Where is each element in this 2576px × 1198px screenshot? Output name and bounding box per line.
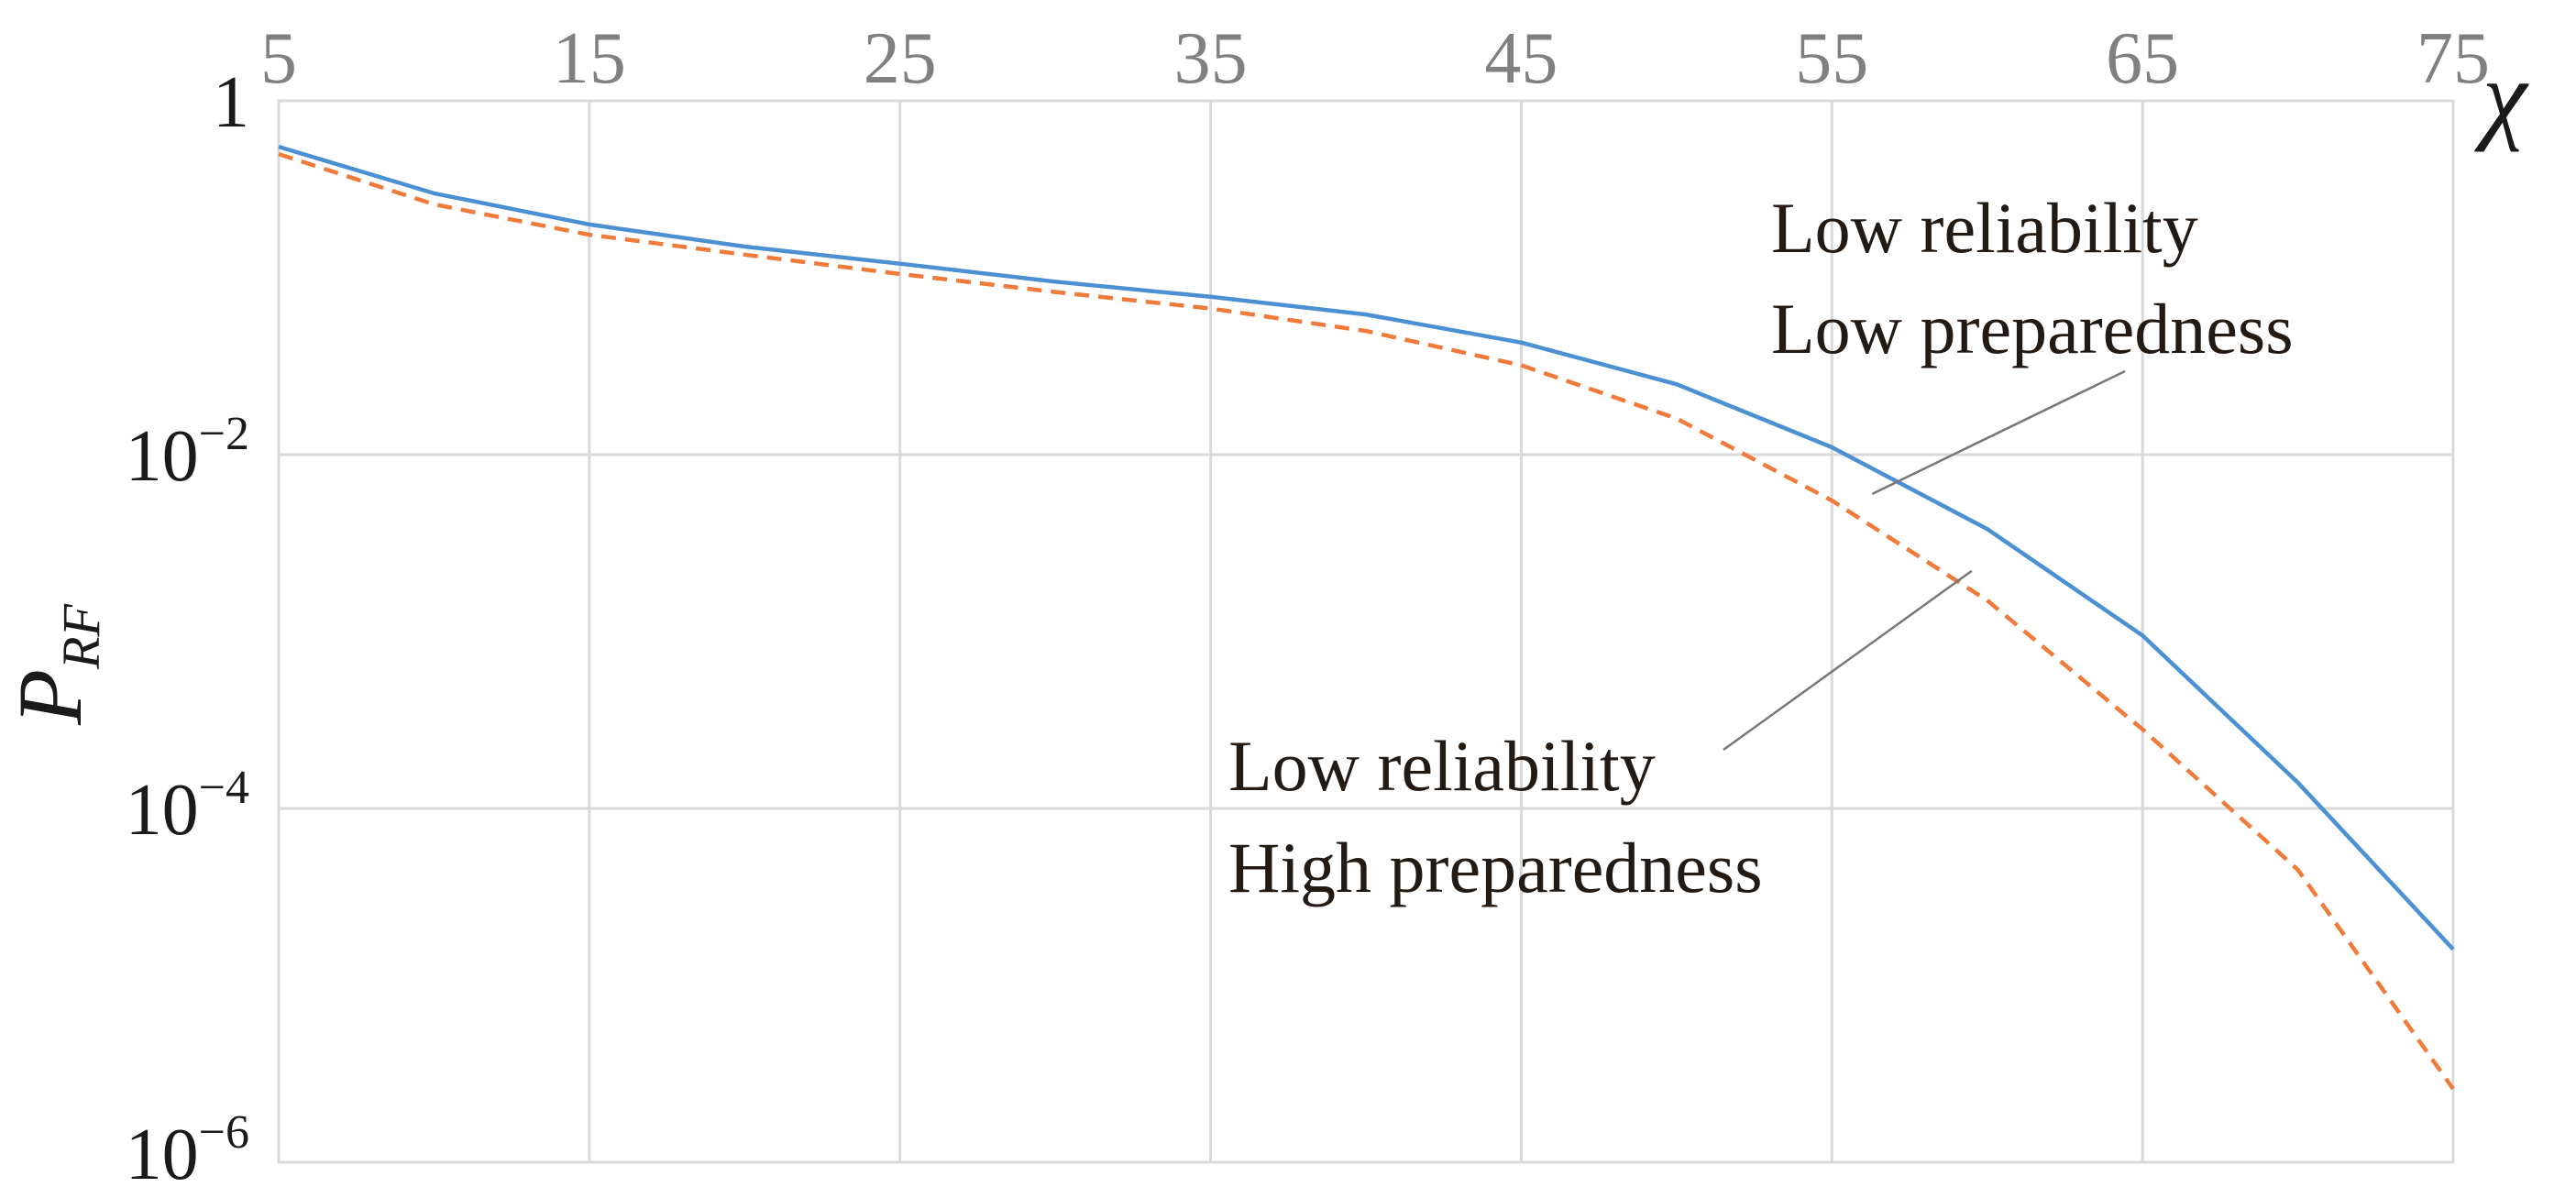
y-tick-label: 10−2 xyxy=(126,408,249,497)
series-layer xyxy=(278,144,2455,1091)
annotations: Low reliability Low preparedness Low rel… xyxy=(1228,188,2294,907)
x-tick-label: 5 xyxy=(260,18,297,99)
y-axis-title-main: P xyxy=(0,669,101,726)
x-tick-label: 55 xyxy=(1795,18,1868,99)
x-tick-label: 35 xyxy=(1174,18,1248,99)
y-tick-label: 1 xyxy=(213,62,249,143)
series-line-high-preparedness xyxy=(278,151,2455,1091)
plot-frame xyxy=(277,99,2455,1164)
x-tick-label: 65 xyxy=(2106,18,2179,99)
annotation-high-preparedness-line1: Low reliability xyxy=(1228,726,1656,806)
x-axis-title: χ xyxy=(2474,40,2529,152)
x-tick-labels: 5 15 25 35 45 55 65 75 xyxy=(260,18,2490,99)
y-tick-label: 10−4 xyxy=(126,762,249,851)
annotation-leader-low-preparedness xyxy=(1871,369,2126,495)
annotation-leader-high-preparedness xyxy=(1723,569,1973,752)
annotation-low-preparedness-line2: Low preparedness xyxy=(1771,289,2294,368)
y-tick-labels: 1 10−2 10−4 10−6 xyxy=(126,62,249,1195)
series-line-low-preparedness xyxy=(278,144,2455,951)
y-axis-title: PRF xyxy=(0,603,111,726)
y-axis-title-subscript: RF xyxy=(51,603,111,669)
annotation-low-preparedness-line1: Low reliability xyxy=(1771,188,2198,268)
y-tick-label: 10−6 xyxy=(126,1106,249,1195)
annotation-high-preparedness-line2: High preparedness xyxy=(1228,828,1763,907)
x-tick-label: 75 xyxy=(2416,18,2490,99)
x-tick-label: 15 xyxy=(553,18,626,99)
x-tick-label: 25 xyxy=(864,18,937,99)
x-tick-label: 45 xyxy=(1484,18,1558,99)
